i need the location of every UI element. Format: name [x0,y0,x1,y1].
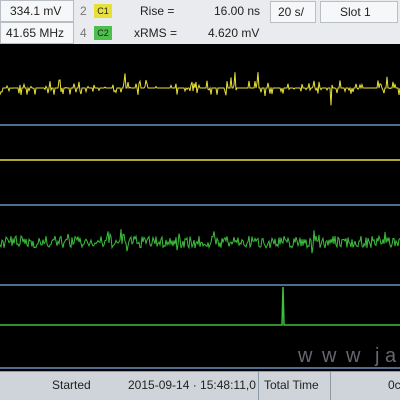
footer [0,371,400,400]
watermark: j a [375,345,397,367]
measure: xRMS = [134,26,178,40]
slot-box[interactable] [320,1,398,23]
trace [0,72,400,106]
cell [0,22,74,44]
status: Started [52,378,91,392]
channel: 4 [80,26,87,40]
timestamp: 2015-09-14 · 15:48:11,0 [128,378,256,392]
value: 41.65 MHz [6,26,65,40]
cell [0,0,74,22]
value: 334.1 mV [10,4,62,18]
badge: C1 [94,4,112,18]
trace-spike [0,286,400,326]
waveform-area [0,72,400,369]
total-time-label: Total Time [264,378,319,392]
measure: Rise = [140,4,175,18]
total-time-value: 0c [388,378,400,392]
channel: 2 [80,4,87,18]
header: 334.1 mV 2 C1 Rise = 16.00 ns 20 s/ Slot… [0,0,400,44]
timebase[interactable]: 20 s/ [278,5,305,19]
separator [330,371,331,400]
slot[interactable]: Slot 1 [340,5,371,19]
result: 4.620 mV [208,26,260,40]
trace [0,229,400,254]
timebase-box[interactable] [270,1,316,23]
separator [258,371,259,400]
result: 16.00 ns [214,4,261,18]
watermark: w w w [298,345,363,367]
badge: C2 [94,26,112,40]
